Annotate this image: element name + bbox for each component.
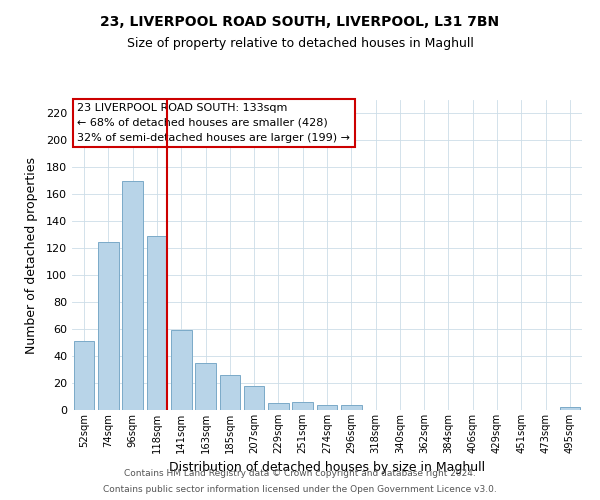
Bar: [74, 342, 94, 410]
Bar: [244, 386, 265, 410]
Bar: [560, 408, 580, 410]
Bar: [341, 404, 362, 410]
Bar: [98, 242, 119, 410]
Y-axis label: Number of detached properties: Number of detached properties: [25, 156, 38, 354]
Bar: [146, 236, 167, 410]
Text: 23 LIVERPOOL ROAD SOUTH: 133sqm
← 68% of detached houses are smaller (428)
32% o: 23 LIVERPOOL ROAD SOUTH: 133sqm ← 68% of…: [77, 103, 350, 142]
Text: Size of property relative to detached houses in Maghull: Size of property relative to detached ho…: [127, 38, 473, 51]
Text: 23, LIVERPOOL ROAD SOUTH, LIVERPOOL, L31 7BN: 23, LIVERPOOL ROAD SOUTH, LIVERPOOL, L31…: [100, 15, 500, 29]
Bar: [122, 181, 143, 410]
Text: Contains public sector information licensed under the Open Government Licence v3: Contains public sector information licen…: [103, 485, 497, 494]
Bar: [195, 363, 216, 410]
Text: Contains HM Land Registry data © Crown copyright and database right 2024.: Contains HM Land Registry data © Crown c…: [124, 468, 476, 477]
Bar: [268, 404, 289, 410]
Bar: [317, 404, 337, 410]
Bar: [220, 375, 240, 410]
X-axis label: Distribution of detached houses by size in Maghull: Distribution of detached houses by size …: [169, 462, 485, 474]
Bar: [171, 330, 191, 410]
Bar: [292, 402, 313, 410]
